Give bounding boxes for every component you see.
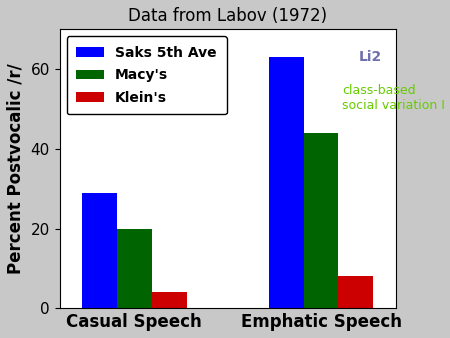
Legend: Saks 5th Ave, Macy's, Klein's: Saks 5th Ave, Macy's, Klein's: [67, 36, 226, 114]
Bar: [338, 276, 373, 308]
Bar: [117, 228, 152, 308]
Bar: [304, 133, 338, 308]
Bar: [82, 193, 117, 308]
Title: Data from Labov (1972): Data from Labov (1972): [128, 7, 327, 25]
Y-axis label: Percent Postvocalic /r/: Percent Postvocalic /r/: [7, 63, 25, 274]
Bar: [152, 292, 187, 308]
Text: class-based
social variation I: class-based social variation I: [342, 84, 445, 112]
Text: Li2: Li2: [358, 50, 382, 64]
Bar: [269, 57, 304, 308]
